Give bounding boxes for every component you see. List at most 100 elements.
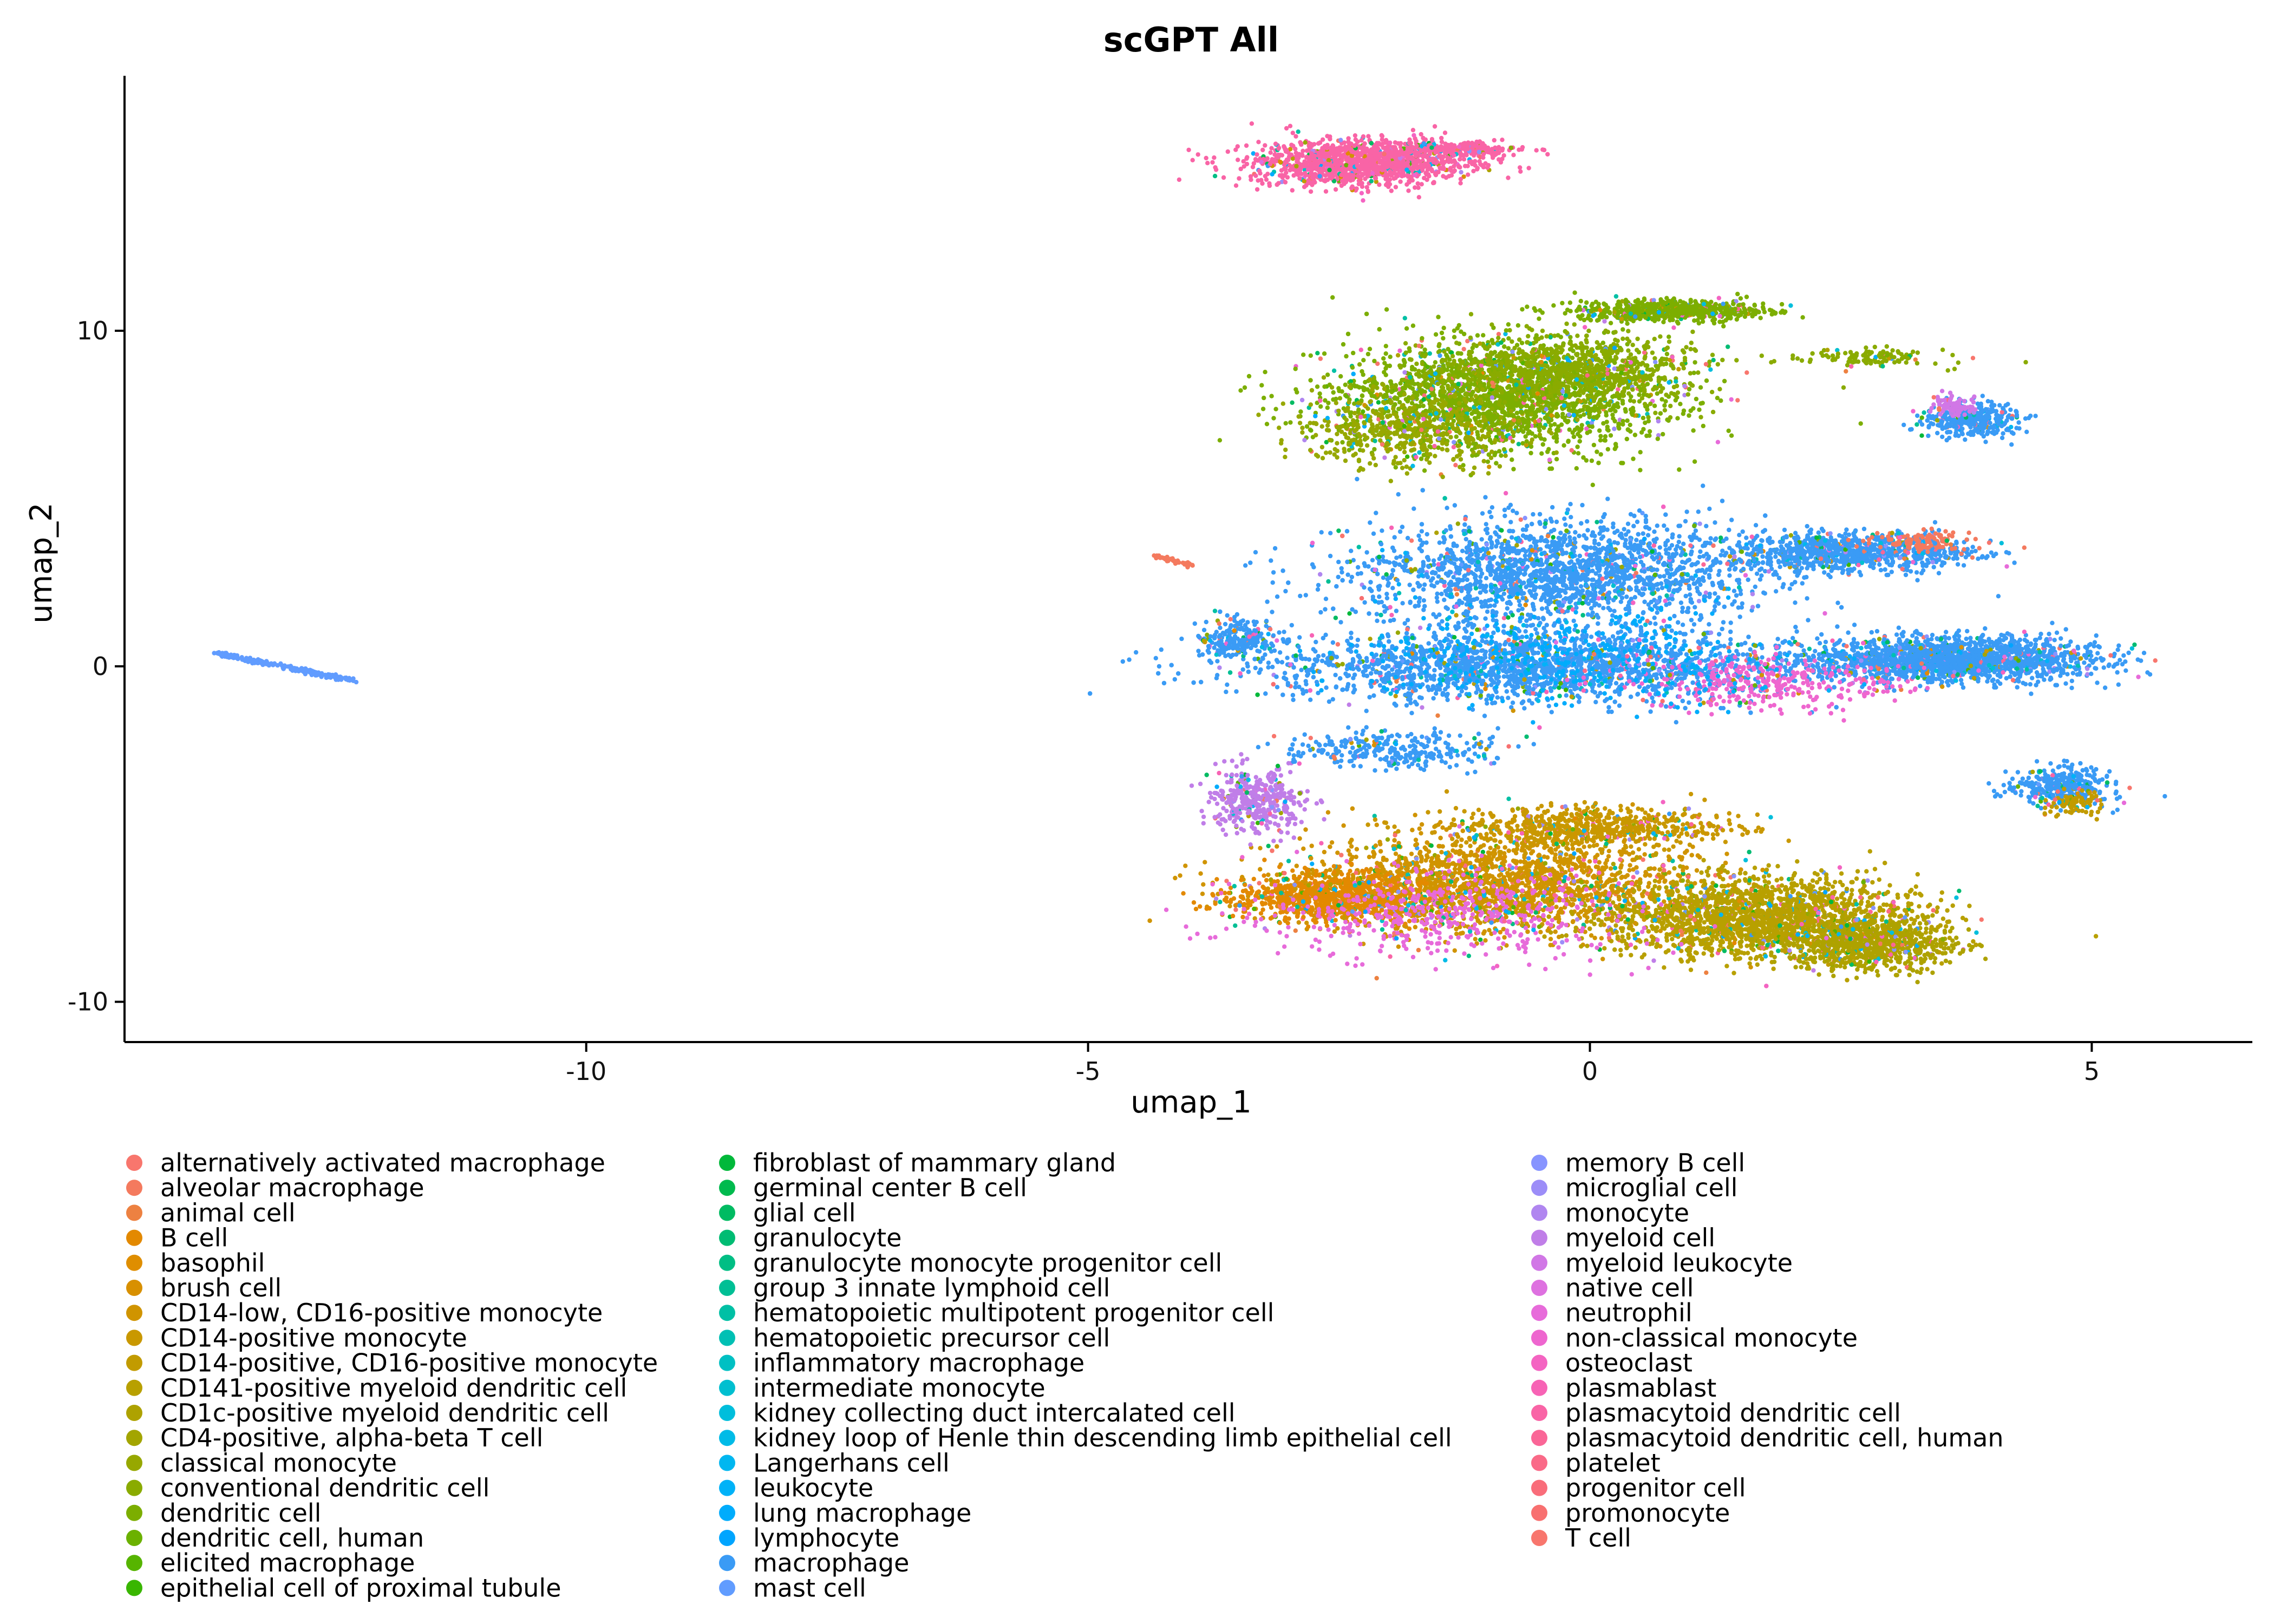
point-conventional-dendritic-cell [1583,366,1587,371]
point-dendritic-cell [1467,383,1471,388]
point-plasmacytoid-dendritic-cell [1417,195,1421,199]
point-conventional-dendritic-cell [1630,387,1635,391]
point-conventional-dendritic-cell [1681,348,1685,352]
point-conventional-dendritic-cell [1542,371,1546,376]
point-dendritic-cell [1613,442,1618,446]
point-conventional-dendritic-cell [1540,329,1545,333]
point-dendritic-cell [1544,400,1548,404]
point-dendritic-cell [1318,404,1323,409]
point-conventional-dendritic-cell [1650,350,1655,355]
point-memory-b-cell [1653,360,1657,364]
point-plasmacytoid-dendritic-cell [1452,445,1456,449]
point-plasmacytoid-dendritic-cell [1485,166,1489,170]
point-monocyte [1656,419,1661,423]
point-non-classical-monocyte [1397,349,1402,353]
point-plasmacytoid-dendritic-cell [1367,169,1371,173]
point-plasmacytoid-dendritic-cell [1434,173,1438,177]
point-elicited-macrophage [1619,371,1624,375]
point-conventional-dendritic-cell [1509,146,1513,150]
point-conventional-dendritic-cell [1557,345,1561,349]
point-alternatively-activated-macrophage [1744,370,1749,375]
point-plasmacytoid-dendritic-cell [1213,165,1217,169]
point-dendritic-cell [1575,444,1579,449]
point-plasmacytoid-dendritic-cell [1466,173,1470,177]
point-conventional-dendritic-cell [1551,358,1556,363]
point-dendritic-cell [1597,428,1602,433]
point-conventional-dendritic-cell [1603,349,1608,353]
point-plasmacytoid-dendritic-cell [1443,143,1448,148]
point-dendritic-cell [1442,326,1446,330]
point-conventional-dendritic-cell [1585,345,1589,350]
point-dendritic-cell [1581,455,1585,460]
point-plasmacytoid-dendritic-cell [1359,146,1363,150]
point-conventional-dendritic-cell [1595,340,1599,344]
point-conventional-dendritic-cell [1397,363,1402,368]
point-plasmacytoid-dendritic-cell [1325,146,1329,150]
point-dendritic-cell [1567,428,1572,432]
point-cd14-low-cd16-positive-monocyte [1487,464,1491,469]
point-plasmacytoid-dendritic-cell [1408,148,1412,152]
point-dendritic-cell [1582,412,1586,417]
point-dendritic-cell [1259,383,1264,388]
point-dendritic-cell [1456,397,1461,401]
point-plasmacytoid-dendritic-cell [1249,178,1253,182]
point-conventional-dendritic-cell [1672,385,1676,389]
point-plasmacytoid-dendritic-cell [1273,142,1278,146]
point-conventional-dendritic-cell [1578,383,1582,388]
point-dendritic-cell [1351,351,1355,355]
point-conventional-dendritic-cell [1632,399,1636,403]
point-conventional-dendritic-cell [1484,393,1488,397]
point-plasmacytoid-dendritic-cell [1518,169,1522,174]
point-conventional-dendritic-cell [1643,346,1647,351]
point-conventional-dendritic-cell [1597,381,1602,385]
point-conventional-dendritic-cell [1626,375,1631,379]
point-dendritic-cell [1293,387,1298,391]
point-conventional-dendritic-cell [1515,392,1520,396]
point-plasmacytoid-dendritic-cell [1265,172,1270,176]
point-brush-cell [1539,360,1544,364]
point-plasmacytoid-dendritic-cell [1477,159,1481,163]
point-plasmacytoid-dendritic-cell [1430,169,1434,173]
point-conventional-dendritic-cell [1529,412,1533,416]
point-conventional-dendritic-cell [1574,352,1578,356]
point-conventional-dendritic-cell [1589,351,1593,356]
point-conventional-dendritic-cell [1506,354,1511,358]
point-plasmacytoid-dendritic-cell [1210,160,1214,165]
point-conventional-dendritic-cell [1584,333,1589,338]
point-conventional-dendritic-cell [1543,363,1547,368]
point-dendritic-cell [1505,385,1510,390]
point-plasmacytoid-dendritic-cell [1474,140,1479,144]
point-dendritic-cell [1331,390,1336,395]
point-conventional-dendritic-cell [1393,384,1397,389]
point-microglial-cell [1612,366,1617,371]
point-granulocyte [1711,358,1715,362]
point-plasmacytoid-dendritic-cell [1423,146,1427,150]
point-dendritic-cell [1402,359,1406,363]
point-conventional-dendritic-cell [1487,369,1491,373]
point-conventional-dendritic-cell [1466,378,1471,383]
point-dendritic-cell [1628,423,1632,427]
point-conventional-dendritic-cell [1574,345,1579,350]
point-conventional-dendritic-cell [1653,411,1657,415]
point-dendritic-cell [1265,422,1269,426]
point-plasmacytoid-dendritic-cell [1367,163,1371,167]
point-dendritic-cell [1687,413,1691,417]
point-conventional-dendritic-cell [1577,368,1581,372]
point-cd14-positive-cd16-positive-monocyte [1676,367,1681,371]
point-dendritic-cell [1403,386,1407,390]
point-dendritic-cell [1346,332,1350,336]
point-dendritic-cell [1377,327,1382,331]
point-conventional-dendritic-cell [1598,345,1602,349]
point-dendritic-cell [1406,398,1410,403]
point-conventional-dendritic-cell [1552,333,1557,338]
point-conventional-dendritic-cell [1710,353,1715,357]
point-conventional-dendritic-cell [1655,386,1659,390]
point-conventional-dendritic-cell [1684,345,1688,349]
point-plasmacytoid-dendritic-cell [1387,159,1391,163]
point-dendritic-cell [1434,332,1438,337]
point-dendritic-cell [1616,405,1620,409]
point-dendritic-cell [1537,317,1541,321]
point-dendritic-cell [1218,438,1222,442]
point-cd1c-positive-myeloid-dendritic-cell [1396,353,1400,357]
point-dendritic-cell [1554,457,1559,461]
